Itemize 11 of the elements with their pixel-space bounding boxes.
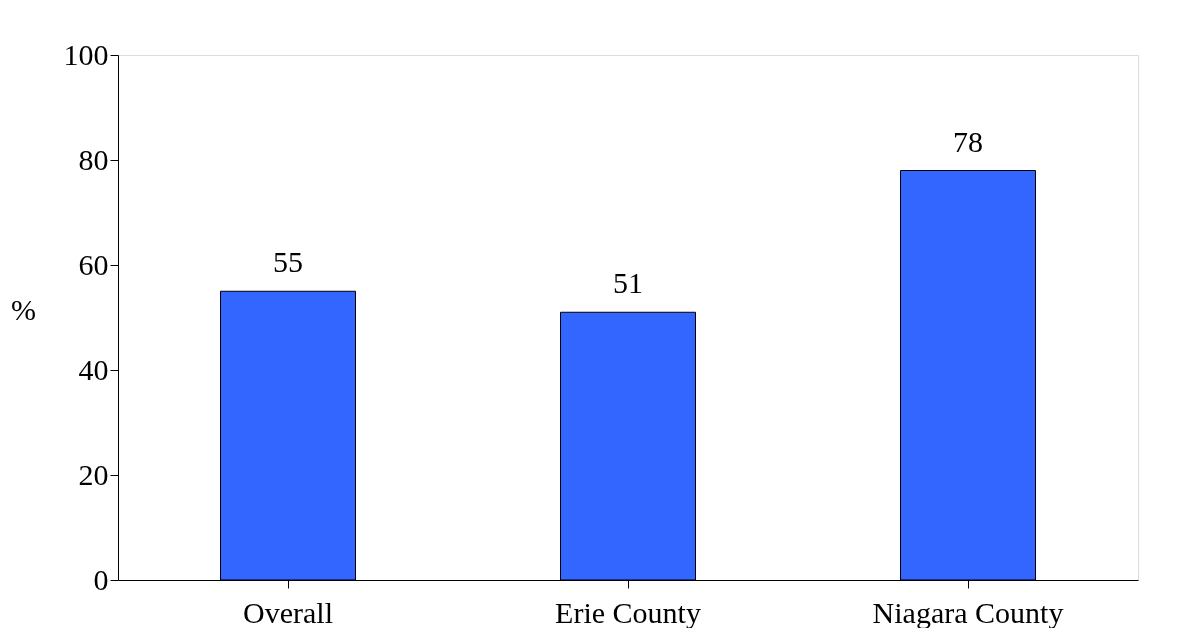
data-label: 55 — [273, 245, 303, 279]
y-tick-label: 60 — [78, 247, 109, 281]
y-tick-label: 80 — [78, 142, 109, 176]
data-label: 51 — [613, 266, 643, 300]
y-tick-label: 0 — [93, 562, 109, 596]
y-tick-label: 100 — [63, 37, 109, 71]
data-label: 78 — [953, 124, 983, 158]
y-tick-label: 40 — [78, 352, 109, 386]
x-tick-label: Overall — [243, 595, 333, 628]
y-tick-label: 20 — [78, 457, 109, 491]
y-axis-title: % — [11, 292, 36, 326]
